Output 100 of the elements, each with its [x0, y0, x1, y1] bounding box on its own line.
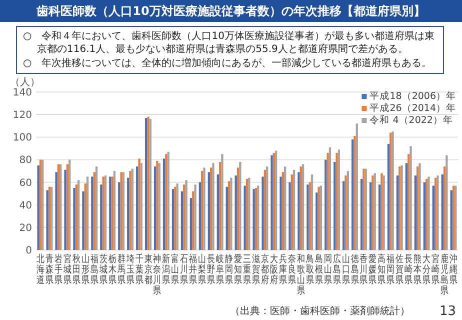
bar — [284, 166, 286, 250]
bar — [37, 165, 40, 250]
bar — [290, 174, 293, 250]
bar — [174, 186, 176, 250]
bar — [226, 186, 228, 250]
x-tick-label: 兵庫県 — [278, 253, 287, 286]
bar — [254, 188, 258, 250]
y-axis-title: （人） — [10, 77, 40, 88]
x-tick-label: 大分県 — [422, 253, 431, 286]
y-tick-label: 0 — [26, 246, 32, 256]
bar — [288, 182, 291, 250]
legend-label: 平成26（2014）年 — [370, 102, 456, 114]
bar — [360, 178, 363, 250]
y-tick-label: 100 — [12, 132, 32, 144]
bar — [270, 155, 273, 250]
bar — [405, 163, 408, 250]
x-tick-label: 新潟県 — [162, 253, 170, 286]
bar — [248, 178, 250, 250]
bar — [344, 176, 347, 250]
bar — [275, 150, 278, 250]
legend-label: 令和 4（2022）年 — [370, 114, 453, 126]
x-tick-label: 福井県 — [189, 253, 198, 286]
bar — [104, 176, 107, 250]
x-tick-label: 石川県 — [180, 254, 188, 286]
bar — [68, 160, 71, 250]
text: ○ 令和４年において、歯科医師数（人口10万体医療施設従事者）が最も多い都道府県は東京都の116.1人、最も少ない都道府県は青森県の55.9人と都道府県間で差がある。 — [23, 30, 436, 56]
bar — [266, 166, 268, 250]
y-tick-label: 60 — [19, 178, 32, 189]
bar — [93, 172, 96, 250]
bar — [446, 155, 448, 250]
x-tick-label: 山形県 — [81, 253, 90, 286]
bar — [423, 182, 426, 250]
bar — [156, 160, 158, 250]
x-tick-label: 青森県 — [45, 253, 54, 286]
bar — [190, 198, 192, 250]
x-tick-label: 北海道 — [36, 253, 44, 286]
bar — [410, 146, 412, 250]
x-tick-label: 愛媛県 — [368, 253, 377, 286]
bar — [95, 166, 98, 250]
bar — [434, 178, 437, 250]
bar — [39, 160, 42, 250]
bar — [316, 192, 318, 250]
bar — [75, 184, 78, 250]
bar — [292, 170, 296, 250]
x-tick-label: 福島県 — [90, 253, 98, 286]
bar — [264, 170, 266, 250]
bar — [50, 186, 53, 250]
bar — [218, 162, 222, 250]
x-tick-label: 秋田県 — [72, 253, 80, 286]
bar — [60, 164, 62, 250]
bar — [201, 171, 204, 250]
bar — [244, 186, 246, 250]
x-tick-label: 香川県 — [360, 253, 368, 286]
x-tick-label: 大阪府 — [270, 253, 278, 286]
bar — [203, 168, 206, 250]
bar — [239, 162, 242, 250]
bar — [55, 172, 58, 250]
x-tick-label: 岡山県 — [324, 254, 332, 286]
bar — [216, 174, 219, 250]
bar — [257, 186, 260, 250]
bar — [452, 186, 455, 250]
bar — [352, 139, 354, 250]
bar — [236, 168, 240, 250]
bar — [252, 189, 255, 250]
bar — [100, 184, 102, 250]
bar — [46, 190, 48, 250]
bar — [346, 171, 349, 250]
bar — [212, 163, 214, 250]
bar — [334, 162, 336, 250]
x-tick-label: 東京都 — [144, 253, 152, 286]
bar — [416, 166, 419, 250]
x-tick-label: 佐賀県 — [396, 253, 404, 286]
bar — [234, 176, 237, 250]
bar — [165, 154, 168, 250]
y-tick-label: 20 — [19, 222, 32, 234]
x-tick-label: 和歌山県 — [296, 253, 305, 297]
bar — [102, 176, 104, 250]
bar — [64, 170, 66, 250]
chart-title: 歯科医師数（人口10万対医療施設従事者数）の年次推移【都道府県別】 — [0, 0, 462, 22]
text: 13 — [439, 304, 456, 319]
bar — [432, 186, 434, 250]
bar — [42, 160, 44, 250]
bar — [318, 186, 320, 250]
x-tick-label: 長崎県 — [404, 253, 413, 286]
x-tick-label: 静岡県 — [225, 253, 234, 286]
text: （出典：医師・歯科医師・薬剤師統計） — [230, 305, 410, 317]
bar — [272, 152, 276, 250]
bar — [396, 176, 399, 250]
legend-label: 平成18（2006）年 — [370, 90, 456, 102]
bar — [310, 174, 314, 250]
bar — [84, 183, 86, 250]
bar — [140, 163, 142, 250]
x-tick-label: 宮崎県 — [432, 253, 440, 286]
bar — [180, 191, 184, 250]
bar — [436, 176, 439, 250]
x-tick-label: 鳥取県 — [304, 253, 314, 286]
bar — [57, 164, 60, 250]
bar — [450, 190, 452, 250]
bar — [198, 182, 202, 250]
bar — [374, 173, 376, 250]
